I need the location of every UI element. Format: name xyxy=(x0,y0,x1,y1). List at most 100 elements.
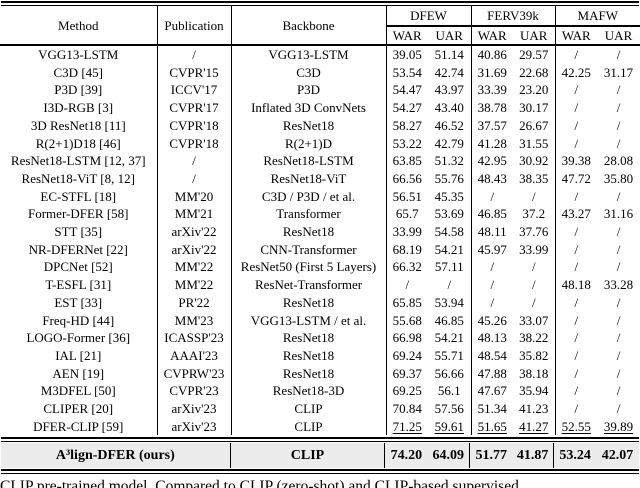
mafw-uar-cell: / xyxy=(616,224,621,240)
mafw-uar-cell: 39.89 xyxy=(603,418,634,434)
mafw-uar-cell: 31.16 xyxy=(603,206,634,222)
ferv39k-uar-cell: 41.27 xyxy=(513,417,556,436)
results-table: Method Publication Backbone DFEW FERV39k… xyxy=(0,6,640,436)
dfew-war-cell: 66.56 xyxy=(392,170,422,186)
table-row: I3D-RGB [3] CVPR'17 Inflated 3D ConvNets 54… xyxy=(0,99,640,117)
ferv39k-war-cell: 40.86 xyxy=(477,47,507,62)
mafw-war-cell: / xyxy=(574,47,579,62)
mafw-war-cell: / xyxy=(574,347,579,363)
mafw-uar-cell: / xyxy=(616,117,621,133)
dfew-war-cell: / xyxy=(405,277,410,293)
dfew-uar-cell: 43.97 xyxy=(428,81,472,100)
backbone-cell: VGG13-LSTM / et al. xyxy=(231,311,387,330)
ferv39k-war-cell: / xyxy=(490,188,495,204)
publication-cell: arXiv'22 xyxy=(157,240,232,259)
mafw-uar-cell: 31.17 xyxy=(603,64,634,80)
publication-cell: / xyxy=(157,45,232,64)
dfew-uar-cell: 56.66 xyxy=(428,364,472,383)
publication-cell: CVPRW'23 xyxy=(157,364,232,383)
dfew-uar-cell: / xyxy=(428,276,472,294)
backbone-cell: ResNet18-ViT xyxy=(231,169,387,188)
dfew-war-cell: 68.19 xyxy=(392,241,422,257)
mafw-war-cell: 42.25 xyxy=(561,64,591,80)
ferv39k-war-cell: 47.88 xyxy=(477,365,507,381)
mafw-uar-cell: 28.08 xyxy=(603,153,634,169)
table-row: EC-STFL [18] MM'20 C3D / P3D / et al. 56.51… xyxy=(0,187,640,206)
dfew-uar-cell: 45.35 xyxy=(428,187,472,206)
backbone-cell: ResNet18 xyxy=(231,329,387,347)
dfew-uar-cell: 54.21 xyxy=(428,329,472,347)
dfew-uar-cell: 43.40 xyxy=(428,99,472,117)
ferv39k-war-cell: 48.13 xyxy=(477,330,507,346)
publication-cell: CVPR'23 xyxy=(157,382,232,401)
ferv39k-uar-cell: 26.67 xyxy=(513,116,556,135)
table-row: M3DFEL [50] CVPR'23 ResNet18-3D 69.25 56.1 47… xyxy=(0,382,640,401)
ferv39k-war-cell: / xyxy=(490,294,495,310)
mafw-war-cell: / xyxy=(574,188,579,204)
backbone-cell: ResNet18 xyxy=(231,346,387,365)
publication-cell: PR'22 xyxy=(157,293,232,312)
ferv39k-uar-cell: 31.55 xyxy=(513,134,556,153)
ours-method-cell: A³lign-DFER (ours) xyxy=(1,443,231,468)
col-header-ferv39k: FERV39k xyxy=(471,6,556,27)
method-cell: LOGO-Former [36] xyxy=(0,329,158,347)
col-header-publication: Publication xyxy=(157,6,232,46)
ferv39k-war-cell: 51.34 xyxy=(477,401,507,417)
backbone-cell: ResNet-Transformer xyxy=(231,276,387,294)
dfew-war-cell: 39.05 xyxy=(392,47,422,62)
ferv39k-war-cell: / xyxy=(490,259,495,275)
mafw-war-cell: 52.55 xyxy=(561,418,591,434)
backbone-cell: ResNet18 xyxy=(231,293,387,312)
ferv39k-uar-cell: 23.20 xyxy=(513,81,556,100)
table-row: IAL [21] AAAI'23 ResNet18 69.24 55.71 48.54 35… xyxy=(0,346,640,365)
dfew-uar-cell: 55.76 xyxy=(428,169,472,188)
publication-cell: MM'22 xyxy=(157,276,232,294)
ferv39k-war-cell: 48.54 xyxy=(477,347,507,363)
ferv39k-war-cell: 33.39 xyxy=(477,82,507,98)
table-row: CLIPER [20] arXiv'23 CLIP 70.84 57.56 51.34 41… xyxy=(0,400,640,418)
table-row: DFER-CLIP [59] arXiv'23 CLIP 71.25 59.61 51.6… xyxy=(0,417,640,436)
dfew-war-cell: 54.47 xyxy=(392,82,422,98)
ferv39k-war-cell: 51.65 xyxy=(477,418,507,434)
dfew-uar-cell: 42.79 xyxy=(428,134,472,153)
mafw-uar-cell: / xyxy=(616,47,621,62)
table-row: R(2+1)D18 [46] CVPR'18 R(2+1)D 53.22 42.79 41… xyxy=(0,134,640,153)
method-cell: C3D [45] xyxy=(0,63,158,82)
ferv39k-uar-cell: / xyxy=(513,187,556,206)
backbone-cell: ResNet18 xyxy=(231,364,387,383)
mafw-war-cell: 39.38 xyxy=(561,153,591,169)
method-cell: R(2+1)D18 [46] xyxy=(0,134,158,153)
table-row: C3D [45] CVPR'15 C3D 53.54 42.74 31.69 22.68 42… xyxy=(0,63,640,82)
publication-cell: MM'20 xyxy=(157,187,232,206)
backbone-cell: VGG13-LSTM xyxy=(231,45,387,64)
ferv39k-uar-cell: 35.94 xyxy=(513,382,556,401)
method-cell: EC-STFL [18] xyxy=(0,187,158,206)
mafw-uar-cell: / xyxy=(616,82,621,98)
ferv39k-uar-cell: 38.22 xyxy=(513,329,556,347)
publication-cell: / xyxy=(157,169,232,188)
dfew-uar-cell: 54.21 xyxy=(428,240,472,259)
mafw-war-cell: / xyxy=(574,82,579,98)
ferv39k-war-cell: 38.78 xyxy=(477,100,507,116)
ferv39k-uar-cell: 38.35 xyxy=(513,169,556,188)
method-cell: VGG13-LSTM xyxy=(0,45,158,64)
mafw-war-cell: / xyxy=(574,100,579,116)
dfew-uar-cell: 53.94 xyxy=(428,293,472,312)
ours-backbone-cell: CLIP xyxy=(231,443,386,468)
table-row: Freq-HD [44] MM'23 VGG13-LSTM / et al. 55.6… xyxy=(0,311,640,330)
mafw-uar-cell: / xyxy=(616,294,621,310)
mafw-uar-cell: / xyxy=(616,241,621,257)
mafw-uar-cell: 35.80 xyxy=(603,170,634,186)
backbone-cell: C3D xyxy=(231,63,387,82)
publication-cell: CVPR'18 xyxy=(157,134,232,153)
table-row: VGG13-LSTM / VGG13-LSTM 39.05 51.14 40.86 29.5… xyxy=(0,45,640,64)
mafw-war-cell: 43.27 xyxy=(561,206,591,222)
ferv39k-war-cell: 42.95 xyxy=(477,153,507,169)
method-cell: Freq-HD [44] xyxy=(0,311,158,330)
dfew-war-cell: 66.32 xyxy=(392,259,422,275)
mafw-war-cell: / xyxy=(574,401,579,417)
table-row: EST [33] PR'22 ResNet18 65.85 53.94 / / / / xyxy=(0,293,640,312)
method-cell: AEN [19] xyxy=(0,364,158,383)
table-row: AEN [19] CVPRW'23 ResNet18 69.37 56.66 47.88 3… xyxy=(0,364,640,383)
dfew-war-cell: 66.98 xyxy=(392,330,422,346)
